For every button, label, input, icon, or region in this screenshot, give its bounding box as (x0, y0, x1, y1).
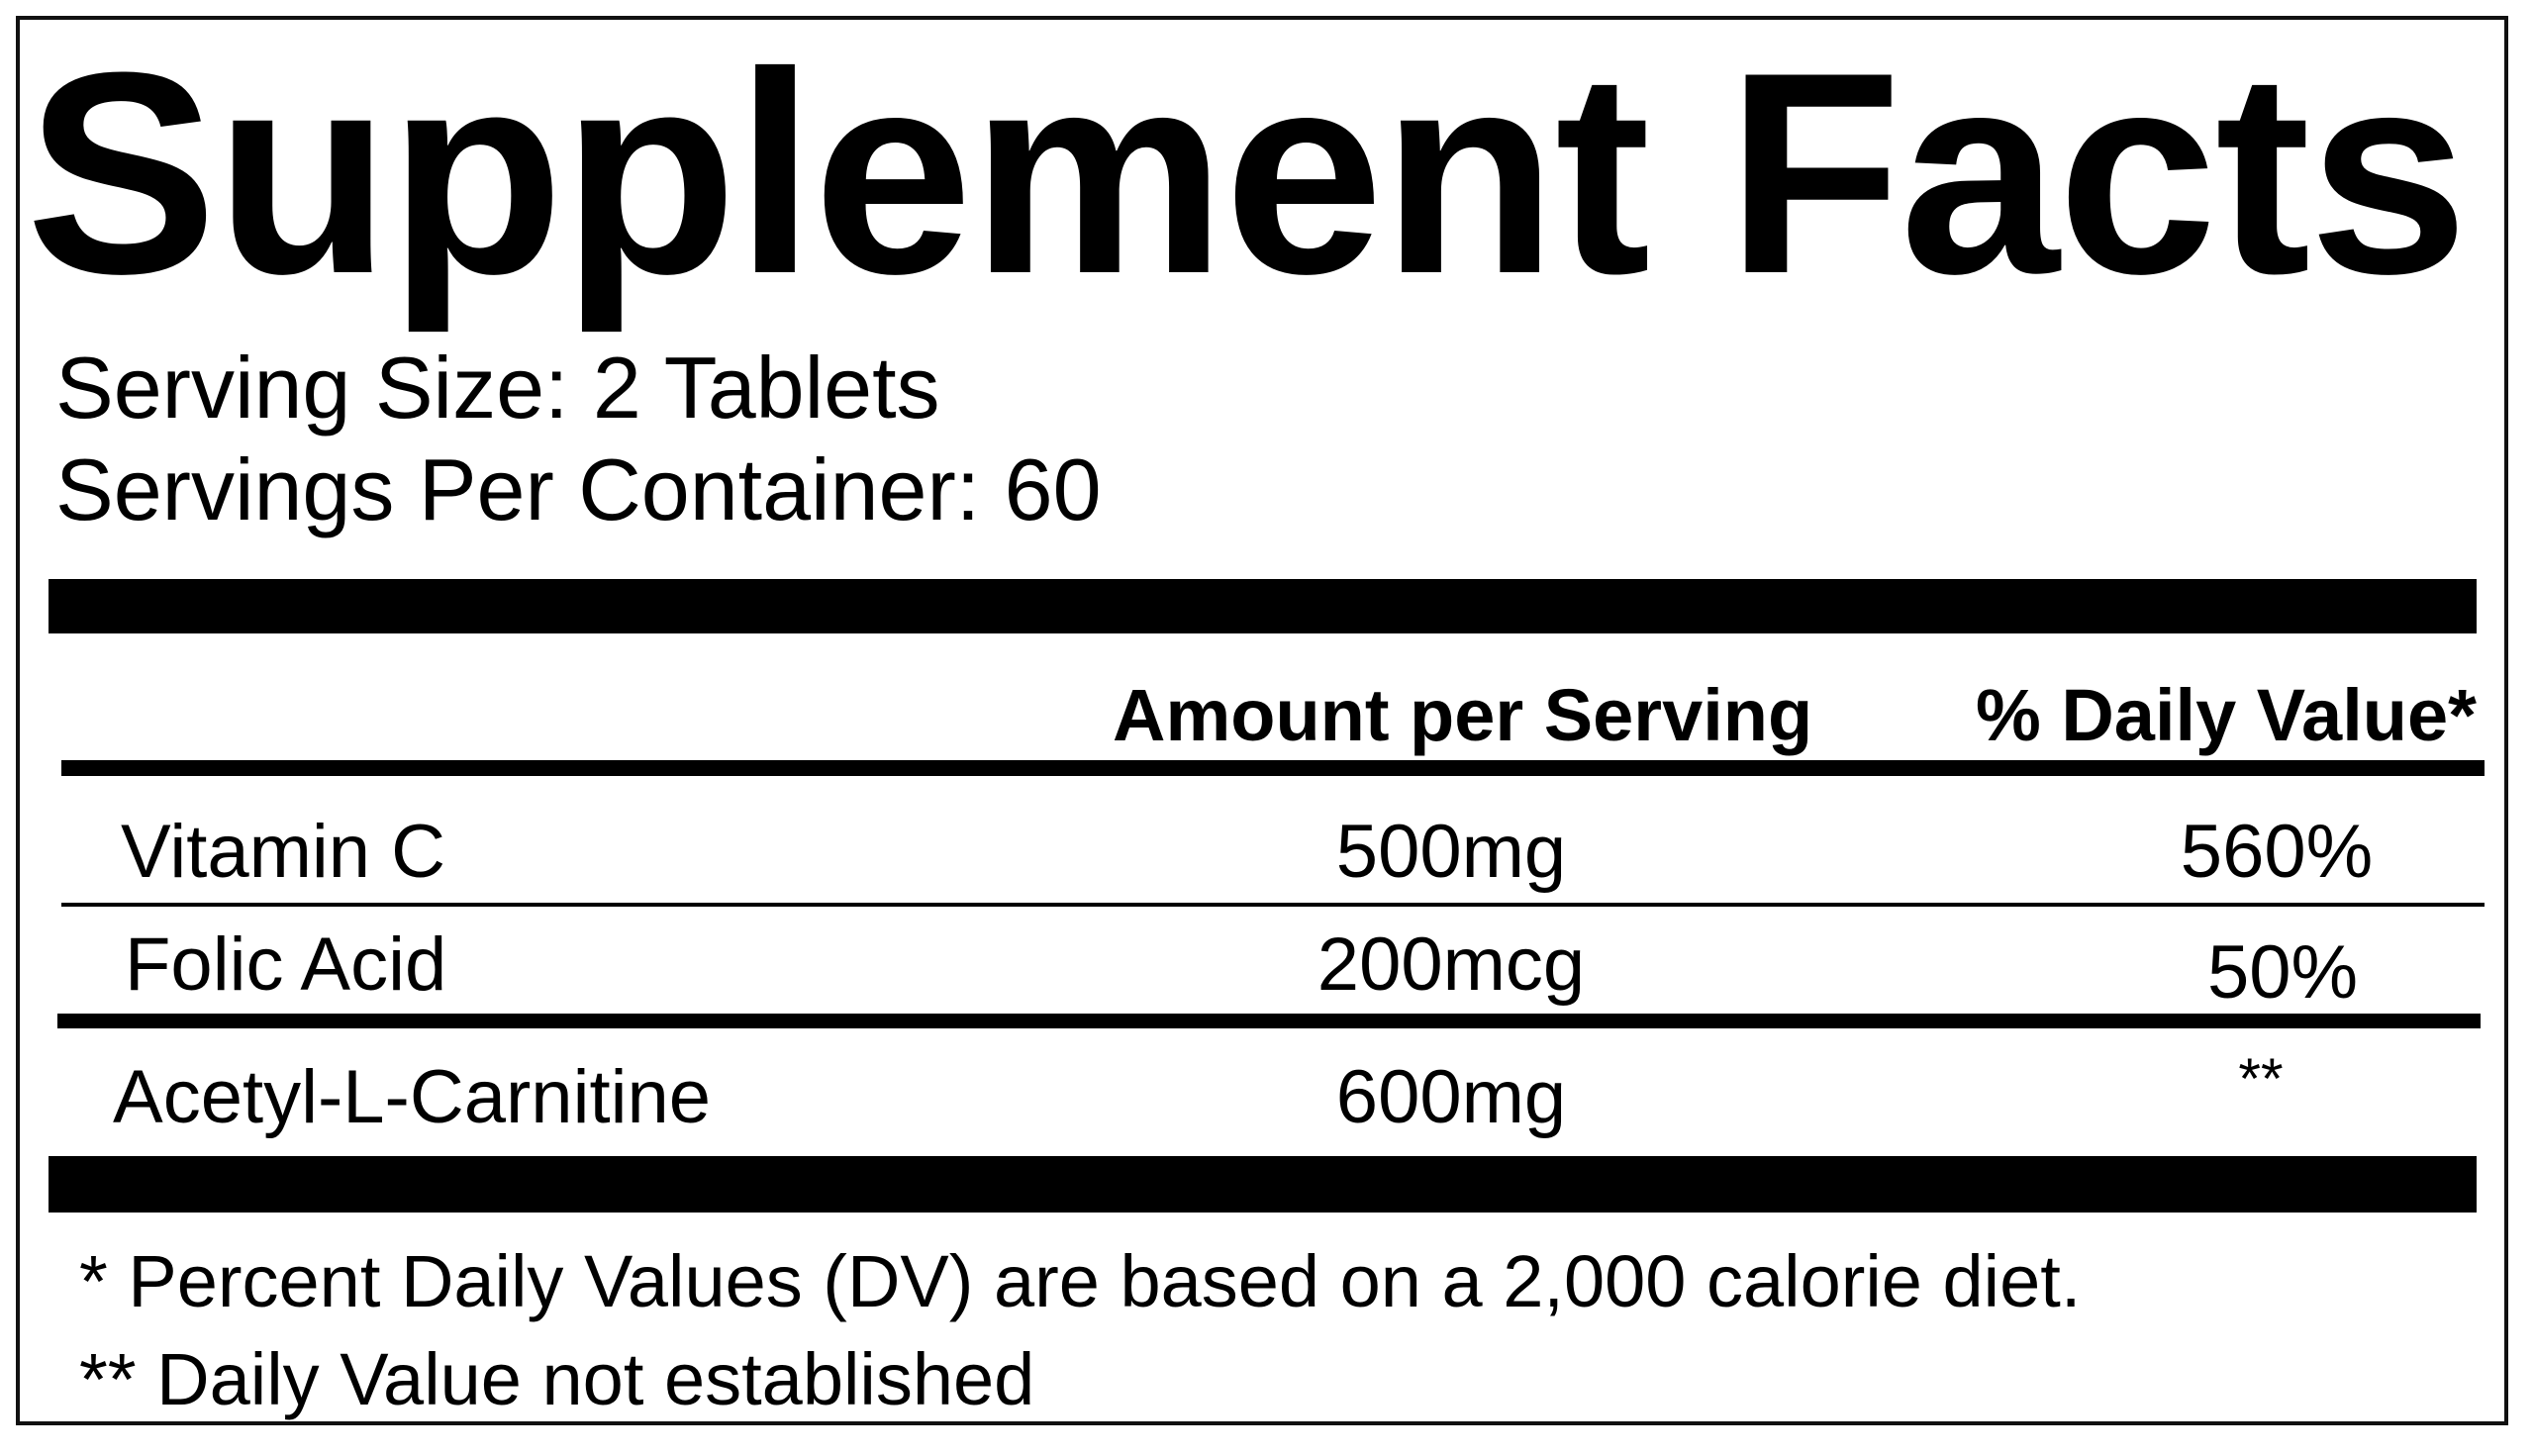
thick-divider-top (49, 579, 2477, 633)
row-amount: 500mg (1335, 810, 1567, 894)
footnote: ** Daily Value not established (79, 1338, 1035, 1420)
header-divider (61, 760, 2485, 776)
row-dv: 560% (2180, 810, 2374, 894)
row-name: Acetyl-L-Carnitine (113, 1055, 711, 1139)
thick-divider-bottom (49, 1156, 2477, 1213)
row-name: Folic Acid (125, 922, 447, 1007)
row-amount: 200mcg (1316, 922, 1586, 1007)
header-daily-value: % Daily Value* (1976, 674, 2477, 756)
row-dv: ** (2238, 1047, 2284, 1112)
row-divider (61, 903, 2485, 907)
header-amount: Amount per Serving (1113, 674, 1813, 756)
group-divider (57, 1014, 2481, 1028)
row-dv: 50% (2206, 930, 2359, 1015)
row-name: Vitamin C (121, 810, 446, 894)
footnote: * Percent Daily Values (DV) are based on… (79, 1240, 2082, 1322)
serving-size: Serving Size: 2 Tablets (55, 339, 940, 437)
label-frame (16, 16, 2508, 1425)
row-amount: 600mg (1335, 1055, 1567, 1139)
servings-per-container: Servings Per Container: 60 (55, 440, 1102, 538)
page-title: Supplement Facts (26, 13, 2469, 334)
